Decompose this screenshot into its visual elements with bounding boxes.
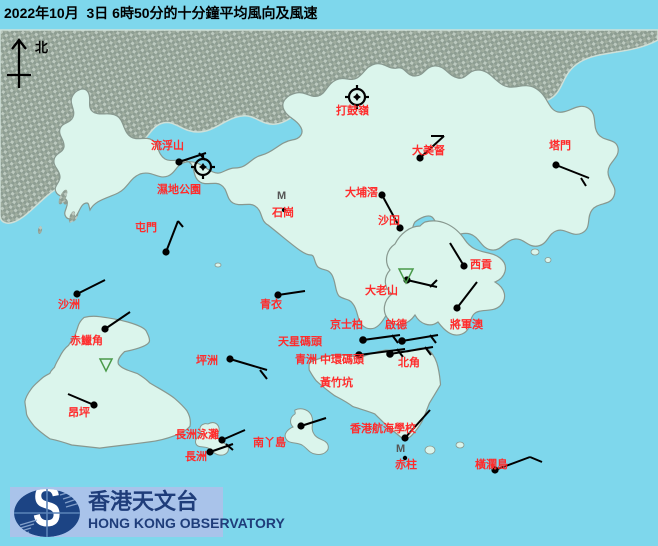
svg-text:HONG KONG OBSERVATORY: HONG KONG OBSERVATORY <box>88 515 285 531</box>
svg-text:香港天文台: 香港天文台 <box>88 489 198 514</box>
